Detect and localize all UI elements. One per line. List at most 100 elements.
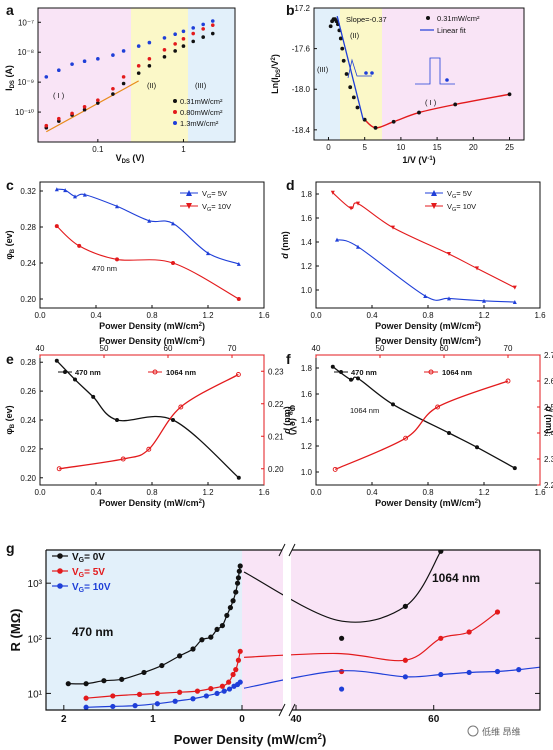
panel-c-frame xyxy=(39,181,265,309)
panel-e-x-tick-label-2: 0.8 xyxy=(146,488,158,497)
panel-g-axis-break-gap xyxy=(283,545,291,715)
panel-g-series-2-point-470-0 xyxy=(83,695,89,701)
panel-b-y-tick-label-0: -17.2 xyxy=(292,4,311,13)
panel-a-legend-label-2: 0.80mW/cm² xyxy=(180,108,223,117)
panel-g-series-1-point-470-2 xyxy=(101,678,107,684)
panel-c-y-tick-label-1: 0.24 xyxy=(20,259,36,268)
panel-a-y-tick-label-3: 10⁻⁷ xyxy=(18,18,34,27)
panel-g-legend: VG= 0V VG= 5V VG= 10V xyxy=(52,552,111,594)
panel-b-y-label: Ln(IDS/V2) xyxy=(270,54,282,94)
panel-f-yright-tick-label-5: 2.7 xyxy=(544,351,553,360)
panel-c-series-1-point-4 xyxy=(115,204,119,209)
panel-a-series-2-point-7 xyxy=(136,64,141,68)
panel-e-series-2-point-0 xyxy=(56,466,62,472)
panel-g-series-2-point-470-4 xyxy=(177,689,183,695)
panel-d-x-tick-label-0: 0.0 xyxy=(310,311,322,320)
panel-f-x-tick-label-4: 1.6 xyxy=(534,488,546,497)
panel-a-legend-marker-1 xyxy=(173,99,177,103)
panel-f-series-1-point-6 xyxy=(512,466,517,471)
panel-e-xtop-tick-label-2: 60 xyxy=(164,344,173,353)
panel-c-x-tick-label-1: 0.4 xyxy=(90,311,102,320)
panel-e-x-tick-label-0: 0.0 xyxy=(34,488,46,497)
panel-d-series-1-line xyxy=(336,239,515,303)
panel-f-legend: 470 nm 1064 nm xyxy=(334,368,472,377)
panel-g-series-1-point-1064-0 xyxy=(339,635,345,641)
panel-g-series-3-point-1064-2 xyxy=(438,671,444,678)
panel-d-y-tick-label-1: 1.2 xyxy=(301,262,313,271)
panel-a-series-3-point-6 xyxy=(121,49,126,53)
panel-c-series-1-point-6 xyxy=(171,221,175,226)
panel-c-series-2-point-3 xyxy=(171,261,175,265)
panel-a-series-2-point-12 xyxy=(191,31,196,36)
panel-g-xr-tick-label-1: 60 xyxy=(428,714,440,725)
panel-f-yright-tick-label-0: 2.2 xyxy=(544,481,553,490)
panel-b-slope-annotation: Slope=-0.37 xyxy=(346,15,387,24)
panel-c-letter: c xyxy=(6,177,14,193)
panel-c-series-1-point-5 xyxy=(147,218,152,223)
panel-g-x-tick-label-2: 0 xyxy=(239,714,245,725)
panel-g-letter: g xyxy=(6,540,15,556)
panel-a-y-tick-label-0: 10⁻¹⁰ xyxy=(15,108,34,117)
panel-f-yright-tick-label-1: 2.3 xyxy=(544,455,553,464)
panel-b-point-15 xyxy=(373,125,378,130)
panel-g-series-2-point-470-11 xyxy=(235,657,242,663)
panel-a-series-2-point-0 xyxy=(44,123,49,128)
panel-b-x-label: 1/V (V-1) xyxy=(402,155,435,165)
panel-e-series-1-point-0 xyxy=(54,358,59,363)
panel-f-x-tick-label-3: 1.2 xyxy=(478,488,490,497)
panel-g-series-3-point-470-3 xyxy=(154,701,160,707)
panel-g-x-tick-label-1: 1 xyxy=(150,714,156,725)
panel-a-legend: 0.31mW/cm² 0.80mW/cm² 1.3mW/cm² xyxy=(173,97,223,128)
panel-g-series-3-point-470-2 xyxy=(132,703,138,709)
panel-a-series-3-point-0 xyxy=(44,75,49,79)
panel-a-series-2-point-13 xyxy=(201,27,205,31)
panel-a-fit-line-region-i xyxy=(46,80,139,133)
panel-c-y-label: φB (ev) xyxy=(4,230,16,259)
panel-f-series-1-line xyxy=(332,366,516,469)
panel-g-series-2-point-470-3 xyxy=(154,690,160,697)
panel-g-series-1-point-1064-1 xyxy=(402,603,408,609)
panel-a-legend-marker-3 xyxy=(173,121,177,125)
panel-d-series-2-point-0 xyxy=(330,190,335,195)
panel-a-region-label-ii: (II) xyxy=(147,81,157,90)
panel-e-series-2-point-2 xyxy=(146,446,152,452)
panel-f-xtop-tick-label-2: 60 xyxy=(440,344,449,353)
panel-f-x-tick-label-1: 0.4 xyxy=(366,488,378,497)
panel-f-y-tick-label-0: 1.0 xyxy=(301,468,313,477)
panel-c-series-2-line xyxy=(56,225,240,300)
panel-g-series-3-point-470-1 xyxy=(110,703,116,710)
panel-f-y-label: d (nm) xyxy=(282,406,292,434)
panel-g-legend-label-1: VG= 0V xyxy=(72,552,105,564)
panel-g-series-2-point-470-12 xyxy=(237,648,243,654)
watermark-wechat-icon xyxy=(467,725,479,737)
panel-d-y-tick-label-4: 1.8 xyxy=(301,190,313,199)
panel-f-series-2-line xyxy=(334,380,509,470)
panel-a-x-tick-label-0: 0.1 xyxy=(92,145,104,154)
panel-c-series-1-point-2 xyxy=(73,194,77,199)
panel-d-series-2-point-3 xyxy=(391,225,395,230)
panel-d-series-2-point-2 xyxy=(356,201,360,206)
panel-g-region-label-1064: 1064 nm xyxy=(432,571,480,585)
panel-d-series-2-point-4 xyxy=(447,252,451,256)
panel-a-series-1-point-8 xyxy=(147,64,152,68)
panel-b-point-18 xyxy=(453,102,458,107)
panel-e-yright-tick-label-3: 0.23 xyxy=(268,367,284,376)
panel-a-series-3-point-13 xyxy=(201,22,205,27)
panel-g-series-1-curve-1064 xyxy=(243,550,442,623)
panel-e-series-1-line xyxy=(56,360,240,479)
panel-d-series-1-point-5 xyxy=(512,300,517,304)
panel-a-legend-label-3: 1.3mW/cm² xyxy=(180,119,219,128)
panel-b-region-iii xyxy=(314,8,340,140)
panel-c-series-1-line xyxy=(56,188,239,265)
panel-f-yright-tick-label-3: 2.5 xyxy=(544,403,553,412)
watermark: 低维 昂维 xyxy=(467,725,521,737)
panel-d-series-2-line xyxy=(332,192,516,289)
panel-e: 0.0 0.4 0.8 1.2 1.6 40 50 60 70 0.20 0.22 0.24 0.26 0… xyxy=(4,336,298,508)
panel-g-series-1-point-470-8 xyxy=(199,637,205,643)
panel-c-x-tick-label-3: 1.2 xyxy=(202,311,214,320)
panel-d-y-tick-label-3: 1.6 xyxy=(301,214,313,223)
panel-a-legend-label-1: 0.31mW/cm² xyxy=(180,97,223,106)
panel-b-letter: b xyxy=(286,2,295,18)
panel-c-y-tick-label-0: 0.20 xyxy=(20,295,36,304)
panel-b-frame xyxy=(313,7,525,141)
